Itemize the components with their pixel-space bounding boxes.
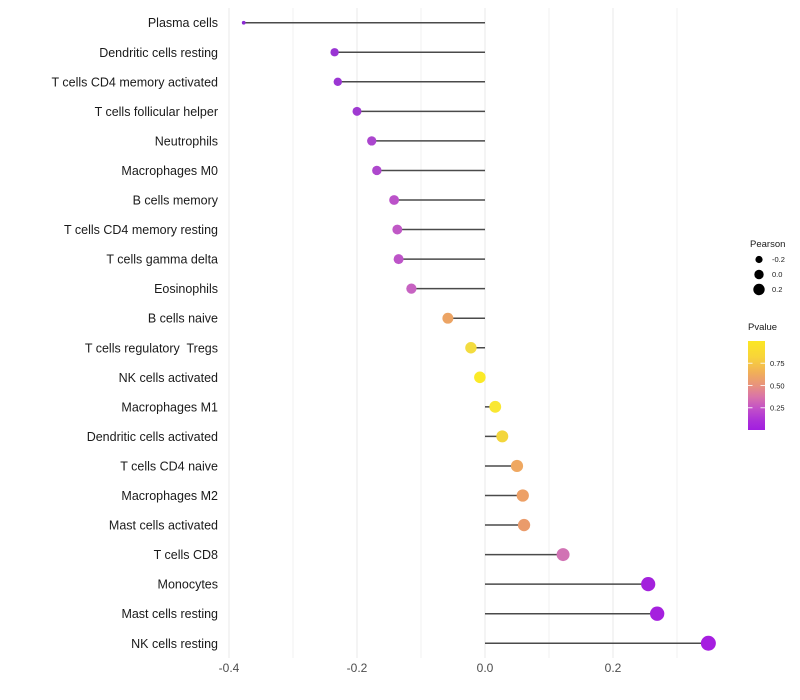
size-legend-dot-medium [754,269,764,280]
lollipop-dot [333,77,343,87]
size-legend-dot-large [753,283,765,296]
category-label: Neutrophils [155,134,218,148]
lollipop-dot [241,20,246,25]
category-label: T cells CD8 [154,548,218,562]
x-axis-tick-label: 0.0 [477,661,494,675]
lollipop-dot [496,430,509,443]
lollipop-dot [700,635,716,651]
lollipop-dot [650,606,665,621]
legend-pvalue: Pvalue 0.75 0.50 0.25 [748,322,785,430]
category-label: NK cells activated [119,371,218,385]
lollipop-dot [641,577,656,592]
category-label: B cells naive [148,312,218,326]
lollipop-dot [474,371,486,384]
lollipop-dot [330,48,339,57]
category-label: Eosinophils [154,282,218,296]
lollipop-dot [389,195,400,205]
pvalue-tick-075: 0.75 [770,359,785,368]
lollipop-dot [465,342,477,354]
x-axis-tick-label: -0.2 [347,661,368,675]
size-legend-label-1: -0.2 [772,255,785,264]
lollipop-dot [510,459,524,473]
colorbar-tick-marks [748,362,765,409]
size-legend-dot-small [755,255,763,264]
lollipop-dot [392,224,403,235]
x-axis-tick-label: -0.4 [219,661,240,675]
lollipop-dot [372,165,382,176]
size-legend-label-3: 0.2 [772,285,782,294]
category-label: T cells gamma delta [106,253,218,267]
lollipop-dot [406,283,417,294]
category-label: Macrophages M0 [121,164,218,178]
dot-layer [241,20,716,651]
pvalue-tick-025: 0.25 [770,404,785,413]
category-label: B cells memory [133,194,219,208]
category-label: Macrophages M1 [121,400,218,414]
lollipop-dot [442,312,454,324]
pvalue-tick-050: 0.50 [770,382,785,391]
lollipop-dot [517,518,531,532]
category-label: Macrophages M2 [121,489,218,503]
lollipop-dot [489,400,502,413]
y-axis-labels: Plasma cells Dendritic cells resting T cel… [52,16,219,651]
category-label: Monocytes [158,578,218,592]
x-axis-labels: -0.4 -0.2 0.0 0.2 [219,661,622,675]
category-label: T cells CD4 memory resting [64,223,218,237]
category-label: Mast cells resting [121,607,218,621]
legend-pearson: Pearson -0.2 0.0 0.2 [750,239,785,296]
category-label: Plasma cells [148,16,218,30]
category-label: Dendritic cells resting [99,46,218,60]
lollipop-dot [516,489,529,502]
lollipop-dot [367,136,377,146]
category-label: T cells CD4 memory activated [52,75,219,89]
lollipop-dot [393,254,404,265]
grid-layer [228,8,678,658]
category-label: T cells CD4 naive [120,459,218,473]
lollipop-dot [556,548,570,562]
size-legend-label-2: 0.0 [772,270,782,279]
category-label: T cells regulatory Tregs [85,341,218,355]
category-label: T cells follicular helper [95,105,218,119]
legend-pvalue-title: Pvalue [748,322,777,333]
stem-layer [243,21,709,644]
category-label: Dendritic cells activated [87,430,218,444]
lollipop-dot [352,106,362,116]
category-label: NK cells resting [131,637,218,651]
legend-pearson-title: Pearson [750,239,785,250]
category-label: Mast cells activated [109,519,218,533]
x-axis-tick-label: 0.2 [605,661,622,675]
